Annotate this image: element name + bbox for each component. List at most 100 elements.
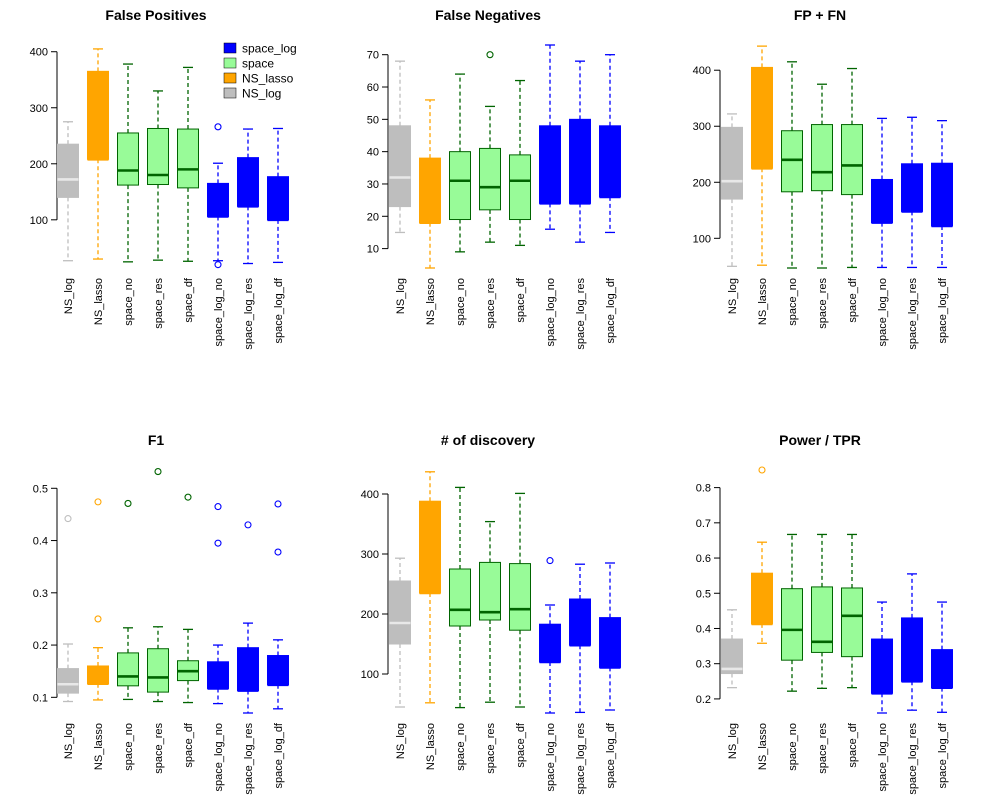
iqr-box	[931, 649, 953, 689]
iqr-box	[751, 572, 773, 625]
box-space_no	[449, 486, 471, 709]
box-space_log_no	[871, 601, 893, 714]
x-tick-label: space_log_df	[605, 277, 617, 343]
y-tick-label: 0.6	[696, 553, 711, 565]
iqr-box	[901, 617, 923, 682]
legend-label: space	[242, 57, 274, 71]
y-tick-label: 0.5	[33, 483, 48, 495]
x-tick-label: space_log_no	[877, 278, 889, 347]
box-space_no	[781, 533, 803, 692]
iqr-box	[841, 587, 863, 658]
iqr-box	[721, 638, 743, 675]
x-tick-label: space_no	[787, 278, 799, 326]
y-tick-label: 100	[361, 669, 379, 681]
outlier-point	[94, 615, 102, 623]
outlier-point	[244, 521, 252, 529]
iqr-box	[87, 665, 109, 685]
y-tick-label: 0.1	[33, 692, 48, 704]
x-tick-label: space_no	[123, 278, 135, 326]
iqr-box	[811, 124, 833, 192]
box-space_log_df	[267, 500, 289, 710]
panel-5: # of discovery 100 200 300 400 NS_log NS_lasso…	[361, 432, 621, 795]
x-tick-label: space_df	[183, 277, 195, 323]
iqr-box	[267, 176, 289, 221]
box-space_res	[479, 520, 501, 703]
box-space_log_no	[207, 123, 229, 269]
x-tick-label: space_log_res	[243, 723, 255, 795]
iqr-box	[147, 648, 169, 693]
legend-label: NS_lasso	[242, 72, 294, 86]
box-NS_lasso	[751, 466, 773, 644]
box-space_log_res	[237, 128, 259, 265]
y-tick-label: 0.3	[696, 659, 711, 671]
iqr-box	[117, 132, 139, 186]
x-tick-label: space_log_res	[907, 723, 919, 795]
y-tick-label: 100	[693, 233, 711, 245]
iqr-box	[207, 661, 229, 689]
box-space_no	[781, 61, 803, 269]
outlier-point	[546, 557, 554, 565]
outlier-point	[64, 515, 72, 523]
panel-title: F1	[148, 432, 165, 448]
x-tick-label: space_log_no	[545, 278, 557, 347]
y-tick-label: 0.5	[696, 588, 711, 600]
outlier-point	[214, 261, 222, 269]
y-tick-label: 70	[367, 50, 379, 62]
legend-swatch	[223, 42, 237, 54]
y-tick-label: 60	[367, 82, 379, 94]
box-NS_log	[57, 121, 79, 262]
x-tick-label: space_res	[485, 723, 497, 774]
x-tick-label: space_df	[847, 277, 859, 323]
y-tick-label: 30	[367, 179, 379, 191]
outlier-point	[124, 499, 132, 507]
y-tick-label: 300	[693, 121, 711, 133]
iqr-box	[237, 157, 259, 207]
x-tick-label: space_df	[515, 277, 527, 323]
box-space_log_res	[901, 116, 923, 269]
x-tick-label: NS_lasso	[425, 278, 437, 325]
iqr-box	[57, 143, 79, 198]
x-tick-label: space_no	[123, 723, 135, 771]
y-tick-label: 400	[361, 489, 379, 501]
y-tick-label: 0.4	[33, 536, 48, 548]
outlier-point	[94, 498, 102, 506]
iqr-box	[871, 638, 893, 694]
iqr-box	[569, 118, 591, 204]
iqr-box	[419, 157, 441, 224]
iqr-box	[267, 655, 289, 686]
x-tick-label: space_log_no	[213, 723, 225, 792]
box-NS_log	[389, 557, 411, 708]
y-tick-label: 300	[30, 103, 48, 115]
box-space_no	[117, 499, 139, 701]
iqr-box	[509, 563, 531, 631]
box-NS_lasso	[419, 99, 441, 269]
box-space_no	[117, 63, 139, 263]
iqr-box	[841, 124, 863, 196]
iqr-box	[781, 130, 803, 193]
y-tick-label: 0.3	[33, 588, 48, 600]
box-space_df	[841, 67, 863, 269]
x-tick-label: NS_log	[395, 723, 407, 759]
iqr-box	[147, 127, 169, 186]
panel-6: Power / TPR 0.2 0.3 0.4 0.5 0.6 0.7 0.8 NS_log NS…	[696, 432, 953, 795]
outlier-point	[274, 500, 282, 508]
iqr-box	[449, 568, 471, 627]
y-tick-label: 200	[361, 609, 379, 621]
x-tick-label: NS_lasso	[93, 723, 105, 770]
box-space_log_no	[871, 117, 893, 269]
box-NS_lasso	[751, 45, 773, 266]
iqr-box	[599, 125, 621, 198]
x-tick-label: space_res	[817, 278, 829, 329]
legend-label: space_log	[242, 42, 297, 56]
x-tick-label: NS_log	[727, 723, 739, 759]
box-space_res	[811, 533, 833, 689]
x-tick-label: space_res	[153, 723, 165, 774]
x-tick-label: NS_log	[395, 278, 407, 314]
x-tick-label: NS_lasso	[93, 278, 105, 325]
x-tick-label: space_no	[787, 723, 799, 771]
x-tick-label: space_log_df	[273, 722, 285, 788]
iqr-box	[599, 617, 621, 668]
x-tick-label: space_df	[847, 722, 859, 768]
